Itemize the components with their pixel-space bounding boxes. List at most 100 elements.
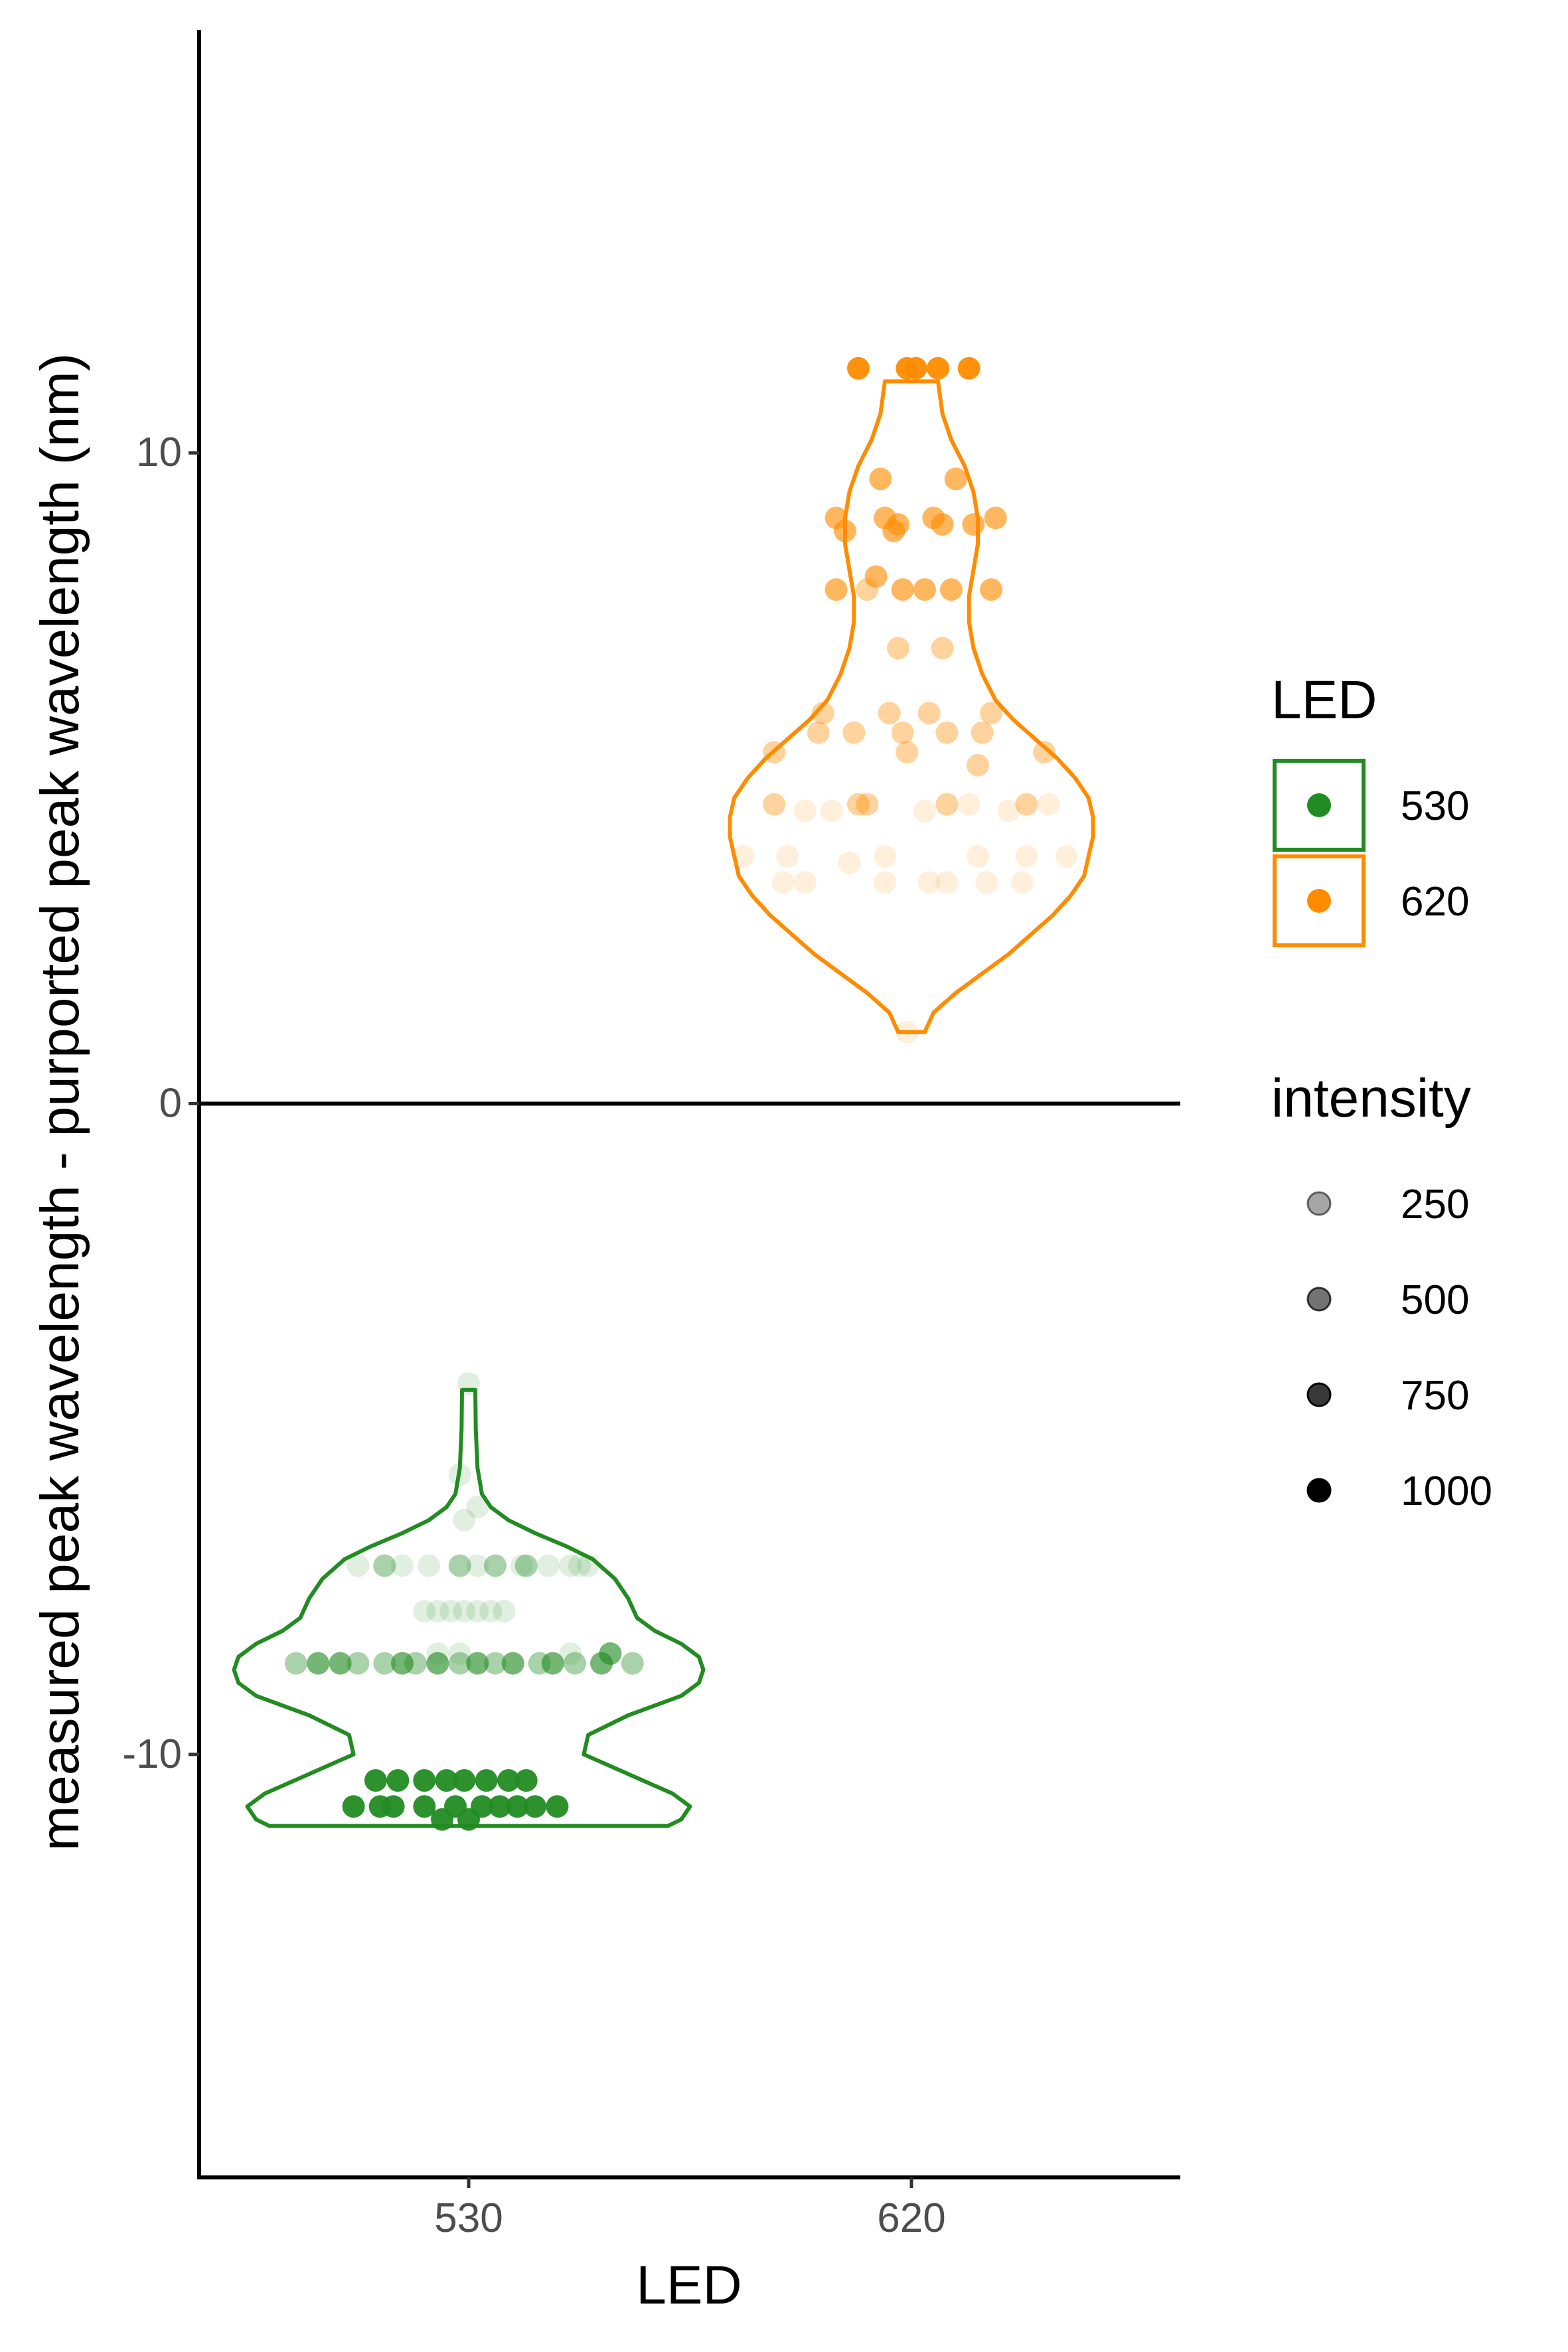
data-point-530 <box>413 1600 436 1623</box>
data-point-620 <box>940 578 963 601</box>
data-point-620 <box>1037 793 1060 816</box>
data-point-620 <box>944 467 967 491</box>
data-point-620 <box>896 741 919 764</box>
data-point-620 <box>1015 845 1038 868</box>
legend-intensity-label: 500 <box>1401 1277 1469 1323</box>
data-point-530 <box>484 1652 507 1675</box>
data-point-530 <box>493 1600 516 1623</box>
data-point-530 <box>546 1795 569 1818</box>
data-point-620 <box>763 741 786 764</box>
data-point-530 <box>564 1652 587 1675</box>
legend-intensity-label: 250 <box>1401 1182 1469 1227</box>
data-point-620 <box>891 578 914 601</box>
data-point-530 <box>466 1600 489 1623</box>
data-point-620 <box>935 871 959 894</box>
violin-620 <box>728 379 1095 1034</box>
data-point-620 <box>811 702 834 725</box>
data-point-530 <box>373 1652 396 1675</box>
data-point-620 <box>935 721 959 744</box>
legend-intensity-dot-750 <box>1306 1382 1332 1407</box>
data-point-530 <box>514 1554 538 1577</box>
data-point-620 <box>1055 845 1078 868</box>
data-point-620 <box>917 871 941 894</box>
data-point-530 <box>599 1642 622 1665</box>
x-tick-label: 530 <box>434 2195 503 2241</box>
data-point-530 <box>457 1372 480 1395</box>
legend-intensity: intensity 250 500 750 1000 <box>1271 1068 1492 1514</box>
data-point-530 <box>484 1554 507 1577</box>
legend-led: LED 530 620 <box>1271 670 1469 947</box>
data-point-530 <box>448 1652 471 1675</box>
legend-intensity-title: intensity <box>1271 1068 1471 1129</box>
data-point-530 <box>404 1652 427 1675</box>
data-point-620 <box>847 356 870 380</box>
legend-intensity-dot-1000 <box>1306 1478 1332 1503</box>
legend-led-label: 530 <box>1401 783 1469 829</box>
data-point-530 <box>347 1652 370 1675</box>
data-point-620 <box>838 851 861 874</box>
legend-intensity-entries: 250 500 750 1000 <box>1306 1182 1492 1514</box>
data-point-620 <box>931 513 954 536</box>
data-point-530 <box>559 1642 582 1665</box>
data-point-530 <box>475 1769 498 1792</box>
legend-intensity-label: 1000 <box>1401 1468 1492 1514</box>
data-point-530 <box>497 1769 520 1792</box>
data-point-620 <box>931 637 954 660</box>
data-point-620 <box>957 793 980 816</box>
data-point-530 <box>413 1795 436 1818</box>
data-point-530 <box>466 1554 489 1577</box>
x-tick-label: 620 <box>877 2195 945 2241</box>
data-point-530 <box>382 1795 405 1818</box>
data-point-530 <box>621 1652 644 1675</box>
data-point-620 <box>975 871 998 894</box>
legend-led-entries: 530 620 <box>1273 759 1469 947</box>
data-point-530 <box>426 1642 449 1665</box>
data-point-530 <box>448 1463 471 1486</box>
data-point-530 <box>541 1652 564 1675</box>
data-point-530 <box>501 1652 524 1675</box>
data-point-620 <box>874 845 896 868</box>
y-tick-label: -10 <box>122 1731 182 1777</box>
data-point-530 <box>537 1554 560 1577</box>
data-point-620 <box>807 721 830 744</box>
data-point-530 <box>453 1769 476 1792</box>
x-axis-title: LED <box>636 2255 742 2315</box>
data-point-620 <box>887 513 909 536</box>
data-point-530 <box>466 1652 489 1675</box>
data-point-620 <box>874 871 896 894</box>
data-point-620 <box>913 799 936 823</box>
data-point-620 <box>793 871 817 894</box>
data-point-620 <box>878 702 901 725</box>
data-point-620 <box>891 721 914 744</box>
violin-530 <box>232 1387 706 1828</box>
data-point-530 <box>453 1600 476 1623</box>
data-point-620 <box>847 793 870 816</box>
data-point-530 <box>453 1508 476 1531</box>
data-point-620 <box>957 356 980 380</box>
y-ticks: 10 0 -10 <box>122 430 199 1777</box>
data-point-530 <box>471 1795 493 1818</box>
plot-area <box>232 356 1095 1831</box>
legend-led-title: LED <box>1271 670 1377 730</box>
data-point-620 <box>732 845 755 868</box>
data-point-620 <box>1015 793 1038 816</box>
data-point-620 <box>997 799 1020 823</box>
data-point-530 <box>568 1554 591 1577</box>
data-point-620 <box>971 721 994 744</box>
data-point-620 <box>967 753 989 777</box>
violins <box>232 379 1095 1828</box>
data-point-530 <box>413 1769 436 1792</box>
data-point-530 <box>391 1652 414 1675</box>
data-point-620 <box>776 845 799 868</box>
data-point-530 <box>347 1554 370 1577</box>
legend-led-key-620 <box>1273 854 1366 947</box>
data-point-530 <box>435 1769 458 1792</box>
data-point-530 <box>373 1554 396 1577</box>
data-point-620 <box>1033 741 1056 764</box>
axes: 10 0 -10 530 620 <box>122 30 1180 2241</box>
data-point-530 <box>439 1600 463 1623</box>
data-point-530 <box>426 1652 449 1675</box>
data-point-620 <box>793 799 817 823</box>
data-point-620 <box>927 356 949 380</box>
